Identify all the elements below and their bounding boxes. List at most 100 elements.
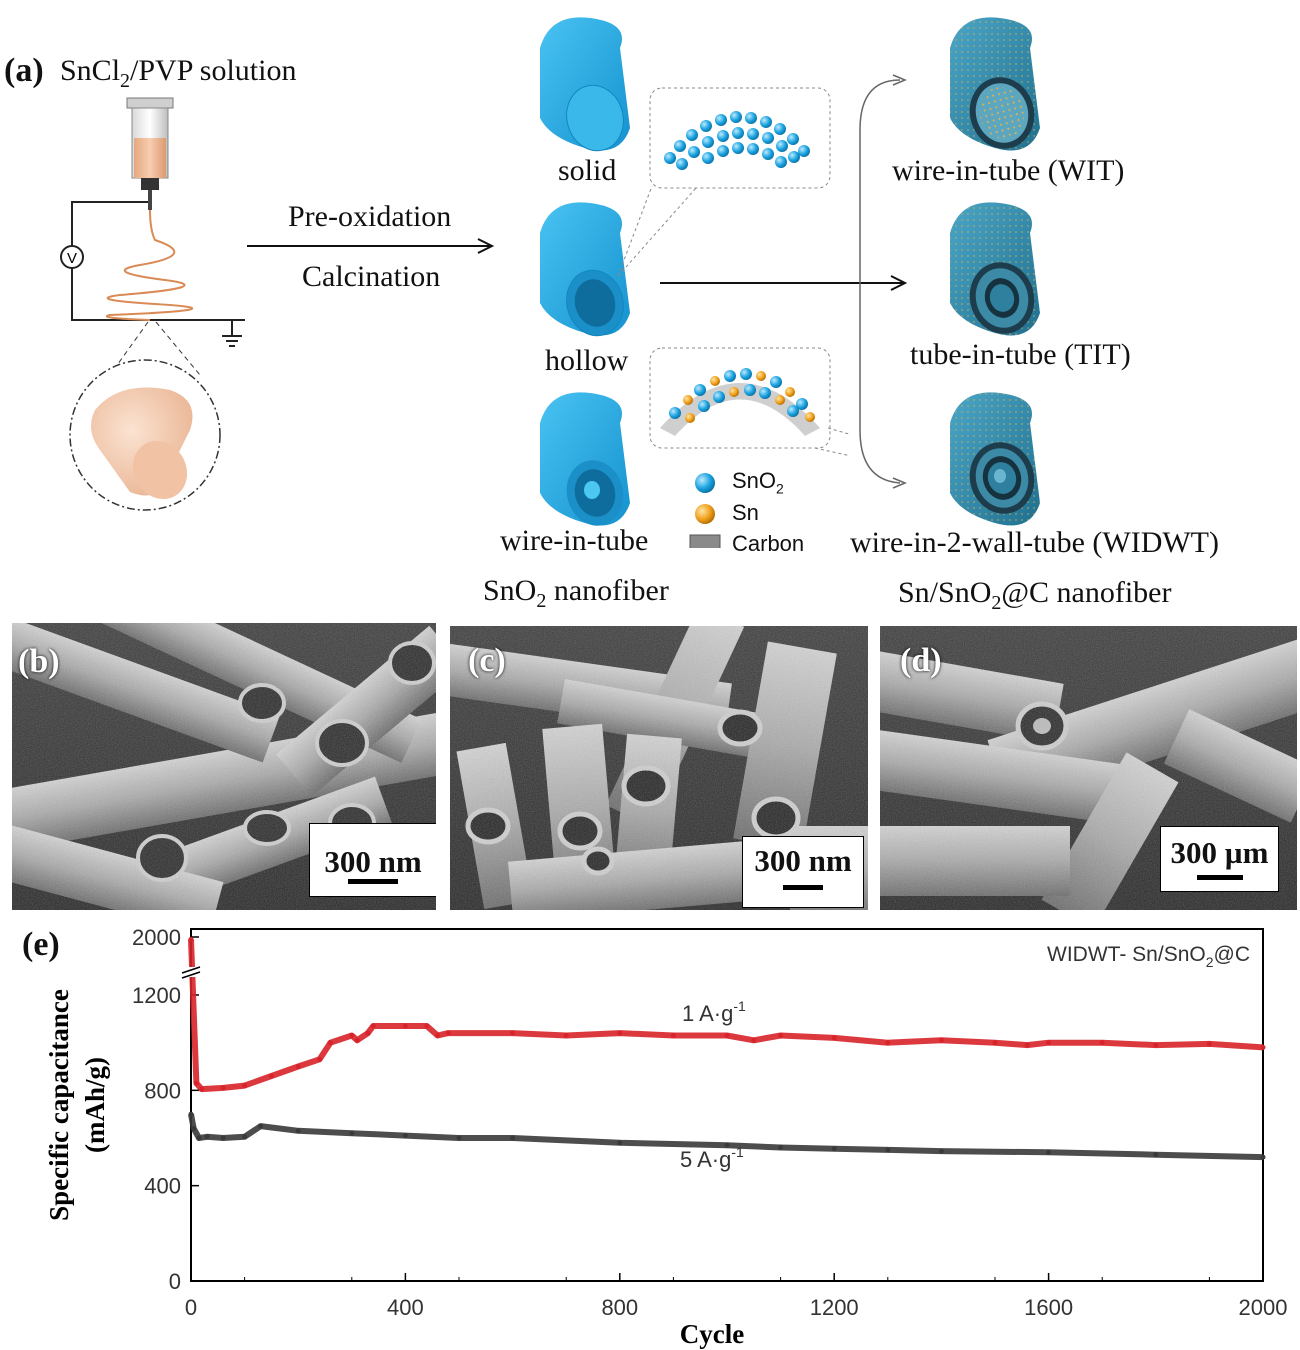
chart-legend-text: WIDWT- Sn/SnO2@C	[1047, 943, 1250, 970]
series-point-1	[724, 1142, 730, 1148]
series-point-0	[885, 1040, 891, 1046]
series-point-0	[831, 1035, 837, 1041]
series-label-5ag: 5 A·g-1	[680, 1144, 744, 1172]
series-point-1	[510, 1135, 516, 1141]
y-tick-label: 0	[169, 1269, 181, 1294]
series-point-1	[402, 1133, 408, 1139]
structure-label-hollow: hollow	[545, 344, 629, 377]
series-point-0	[510, 1030, 516, 1036]
sem-d-scale-bar: 300 µm	[1160, 826, 1279, 892]
process-step-calcination: Calcination	[302, 260, 441, 293]
y-tick-label: 400	[144, 1174, 181, 1199]
series-point-0	[1153, 1042, 1159, 1048]
legend-sn-label: Sn	[732, 500, 759, 525]
series-point-0	[199, 1086, 205, 1092]
y-tick-label: 1200	[132, 983, 181, 1008]
sno2-fiber-illustrations	[540, 17, 850, 548]
solid-fiber	[540, 17, 630, 152]
series-point-1	[778, 1145, 784, 1150]
plot-frame	[190, 928, 1264, 1282]
series-point-0	[563, 1033, 569, 1038]
x-tick-label: 400	[387, 1295, 424, 1320]
series-point-0	[1260, 1044, 1266, 1050]
series-point-1	[1046, 1149, 1052, 1155]
legend-sn-marker	[695, 504, 715, 524]
structure-label-widwt: wire-in-2-wall-tube (WIDWT)	[850, 526, 1219, 559]
sno2-particle-arc	[664, 111, 810, 170]
hollow-fiber	[540, 202, 630, 337]
series-point-0	[193, 1080, 199, 1086]
series-point-1	[938, 1148, 944, 1154]
series-point-1	[220, 1135, 226, 1141]
series-point-0	[295, 1064, 301, 1069]
series-point-0	[402, 1023, 408, 1029]
structure-label-solid: solid	[558, 154, 617, 187]
legend-carbon-marker	[689, 534, 721, 548]
series-point-0	[1099, 1040, 1105, 1046]
series-point-0	[1024, 1042, 1030, 1048]
x-tick-label: 0	[185, 1295, 197, 1320]
composite-caption: Sn/SnO2@C nanofiber	[898, 576, 1172, 614]
x-axis-ticks: 0 400 800 1200 1600 2000	[185, 1273, 1288, 1320]
series-point-1	[885, 1147, 891, 1153]
process-step-preoxidation: Pre-oxidation	[288, 200, 452, 233]
series-point-0	[220, 1085, 226, 1091]
series-point-1	[188, 1111, 194, 1117]
series-point-0	[1206, 1041, 1212, 1047]
y-axis-ticks: 0 400 800 1200 2000	[132, 925, 199, 1294]
series-point-1	[456, 1135, 462, 1141]
series-point-1	[1153, 1152, 1159, 1158]
x-axis-label: Cycle	[680, 1319, 744, 1349]
series-point-0	[670, 1033, 676, 1038]
series-point-0	[445, 1030, 451, 1036]
series-point-0	[724, 1033, 730, 1038]
x-tick-label: 1600	[1024, 1295, 1073, 1320]
series-point-1	[831, 1146, 837, 1152]
widwt-fiber	[950, 392, 1040, 526]
structure-label-wit: wire-in-tube (WIT)	[892, 154, 1125, 187]
composite-fiber-illustrations	[950, 17, 1040, 526]
series-point-0	[188, 936, 194, 942]
voltmeter-symbol: V	[67, 250, 77, 267]
structure-label-wire-in-tube: wire-in-tube	[500, 524, 649, 557]
electrospinning-setup: V	[60, 97, 245, 511]
series-point-0	[778, 1033, 784, 1038]
sem-image-c: (c) 300 nm	[450, 626, 868, 910]
composite-particle-arc	[660, 368, 820, 436]
wire-in-tube-fiber	[540, 392, 630, 526]
x-tick-label: 1200	[810, 1295, 859, 1320]
series-point-1	[349, 1130, 355, 1136]
axis-break-mark	[181, 966, 201, 979]
sem-d-letter: (d)	[900, 642, 942, 679]
sno2-caption: SnO2 nanofiber	[483, 574, 669, 612]
structure-label-tit: tube-in-tube (TIT)	[910, 338, 1131, 371]
series-point-0	[938, 1037, 944, 1043]
x-tick-label: 800	[601, 1295, 638, 1320]
series-point-0	[354, 1037, 360, 1043]
series-point-0	[365, 1030, 371, 1036]
series-point-0	[1046, 1040, 1052, 1046]
series-point-1	[196, 1135, 202, 1141]
series-point-0	[268, 1073, 274, 1079]
series-point-0	[370, 1023, 376, 1029]
series-point-1	[617, 1140, 623, 1146]
x-tick-label: 2000	[1239, 1295, 1288, 1320]
series-point-0	[242, 1083, 248, 1089]
series-layer	[188, 936, 1266, 1161]
conversion-arrows	[660, 74, 908, 489]
legend-sno2-label: SnO2	[732, 468, 784, 497]
series-point-1	[295, 1128, 301, 1134]
panel-e-letter: (e)	[22, 926, 60, 963]
series-line-0	[188, 939, 1264, 1093]
sem-image-b: (b) 300 nm	[12, 623, 436, 910]
series-point-0	[424, 1023, 430, 1029]
process-arrow	[247, 238, 495, 254]
y-axis-label-line2: (mAh/g)	[80, 1057, 110, 1153]
series-point-1	[191, 1126, 197, 1131]
series-point-0	[435, 1033, 441, 1038]
sem-b-letter: (b)	[18, 643, 60, 680]
series-point-0	[751, 1037, 757, 1043]
series-point-0	[349, 1033, 355, 1038]
wit-fiber	[950, 17, 1040, 151]
series-label-1ag: 1 A·g-1	[682, 998, 746, 1026]
